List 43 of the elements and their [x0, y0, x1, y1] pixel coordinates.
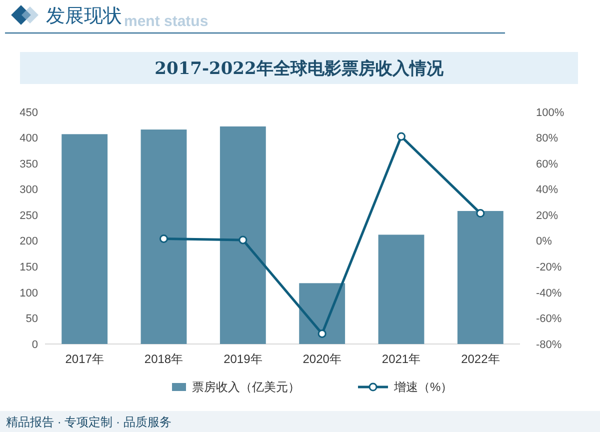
point	[160, 234, 168, 243]
x-tick-label: 2020年	[302, 352, 342, 366]
x-tick-label: 2022年	[461, 352, 500, 366]
bar	[62, 134, 108, 344]
legend-label: 票房收入（亿美元）	[192, 380, 300, 394]
y-tick-label: 200	[20, 236, 38, 248]
y-tick-label: 450	[20, 106, 38, 119]
x-tick-label: 2018年	[144, 352, 184, 366]
text: 精品报告 · 专项定制 · 品质服务	[6, 415, 172, 429]
bar	[299, 283, 346, 344]
y2-tick-label: 100%	[536, 106, 564, 119]
y-tick-label: 50	[26, 313, 38, 326]
point	[476, 209, 485, 218]
bar	[220, 126, 266, 344]
y2-tick-label: 20%	[536, 210, 558, 222]
bar	[457, 210, 504, 344]
point	[397, 132, 406, 141]
x-tick-label: 2021年	[382, 352, 421, 366]
chart-subtitle: 2017-2022年全球电影票房收入情况	[154, 59, 444, 79]
point	[318, 329, 326, 338]
y2-tick-label: 0%	[536, 236, 552, 248]
y2-tick-label: -80%	[536, 338, 562, 351]
y2-tick-label: 60%	[536, 158, 558, 170]
y-tick-label: 400	[20, 132, 38, 145]
y2-tick-label: -60%	[536, 313, 562, 326]
chart-title: 发展现状	[46, 5, 122, 27]
point	[238, 236, 248, 244]
y-tick-label: 300	[20, 184, 38, 196]
y2-tick-label: -20%	[536, 262, 562, 274]
y-tick-label: 350	[20, 158, 38, 170]
legend-label: 增速（%）	[393, 380, 453, 394]
y2-tick-label: 40%	[536, 184, 558, 196]
y-tick-label: 250	[20, 210, 38, 222]
bar	[378, 234, 424, 344]
text: ment status	[124, 13, 208, 30]
y2-tick-label: 80%	[536, 132, 558, 145]
x-tick-label: 2019年	[224, 352, 262, 366]
y-tick-label: 0	[32, 338, 38, 351]
y2-tick-label: -40%	[536, 287, 562, 300]
x-tick-label: 2017年	[65, 352, 104, 366]
y-tick-label: 150	[20, 262, 38, 274]
bar	[140, 130, 187, 344]
y-tick-label: 100	[20, 287, 38, 300]
